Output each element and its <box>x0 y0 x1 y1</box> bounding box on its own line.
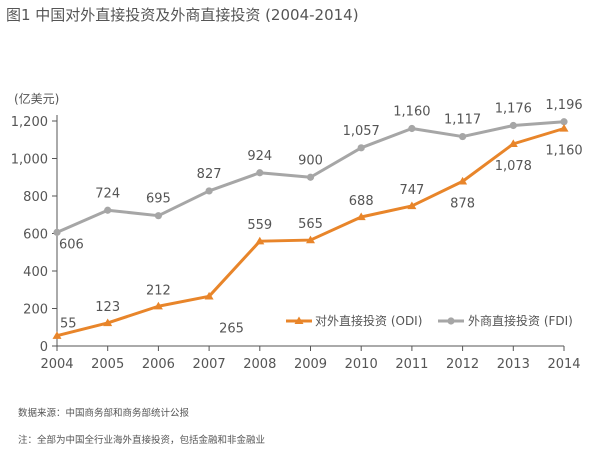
y-tick-label: 600 <box>23 228 48 243</box>
y-tick-label: 800 <box>23 190 48 205</box>
y-tick-label: 200 <box>23 303 48 318</box>
data-label-odi: 747 <box>399 183 424 198</box>
x-tick-label: 2014 <box>547 357 580 372</box>
y-tick-label: 0 <box>40 340 48 355</box>
y-tick-label: 400 <box>23 265 48 280</box>
data-label-odi: 1,078 <box>495 159 532 174</box>
data-label-odi: 55 <box>60 317 77 332</box>
x-tick-label: 2004 <box>40 357 73 372</box>
source-note: 数据来源：中国商务部和商务部统计公报 <box>18 408 190 419</box>
data-point-odi <box>255 236 265 245</box>
data-point-fdi <box>104 206 112 214</box>
x-axis-ticks: 2004 2005 2006 2007 2008 2009 2010 2011 2012 2013… <box>40 346 581 372</box>
x-tick-label: 2011 <box>395 357 428 372</box>
x-tick-label: 2008 <box>243 357 276 372</box>
y-tick-label: 1,000 <box>11 153 48 168</box>
x-tick-label: 2009 <box>294 357 327 372</box>
data-point-fdi <box>357 144 365 152</box>
x-tick-label: 2005 <box>91 357 124 372</box>
data-point-odi <box>103 318 113 327</box>
data-label-odi: 565 <box>298 217 323 232</box>
data-label-fdi: 1,196 <box>545 98 582 113</box>
data-label-odi: 212 <box>146 283 171 298</box>
data-label-fdi: 1,176 <box>495 102 532 117</box>
chart-title: 图1 中国对外直接投资及外商直接投资 (2004-2014) <box>6 6 359 24</box>
data-point-odi <box>204 291 214 300</box>
data-labels: 606 724 695 827 924 900 1,057 1,160 1,117 1,176 1,… <box>59 98 583 337</box>
data-point-fdi <box>459 132 467 141</box>
data-point-odi <box>52 331 62 339</box>
data-point-fdi <box>560 118 568 126</box>
x-tick-label: 2012 <box>446 357 479 372</box>
data-label-odi: 688 <box>349 194 374 209</box>
data-point-odi <box>306 235 315 244</box>
data-label-odi: 123 <box>95 300 120 315</box>
data-label-fdi: 900 <box>298 153 323 168</box>
y-axis-ticks: 0 200 400 600 800 1,000 1,200 <box>11 115 57 355</box>
data-label-odi: 559 <box>247 218 272 233</box>
data-point-odi <box>153 301 163 310</box>
data-point-fdi <box>256 169 264 177</box>
data-label-odi: 1,160 <box>545 144 582 159</box>
data-point-fdi <box>408 124 416 133</box>
x-tick-label: 2007 <box>193 357 226 372</box>
data-point-fdi <box>154 212 162 220</box>
data-point-odi <box>356 212 366 221</box>
data-label-fdi: 924 <box>247 149 272 164</box>
y-axis-unit-label: (亿美元) <box>14 91 59 106</box>
data-label-fdi: 1,057 <box>343 124 380 139</box>
data-label-odi: 265 <box>219 321 244 336</box>
footnote: 注：全部为中国全行业海外直接投资，包括金融和非金融业 <box>18 435 266 446</box>
data-label-fdi: 827 <box>197 167 222 182</box>
legend: 对外直接投资 (ODI) 外商直接投资 (FDI) <box>286 313 573 328</box>
data-point-fdi <box>205 187 213 195</box>
data-point-odi <box>508 139 518 148</box>
data-point-odi <box>458 176 468 185</box>
data-label-fdi: 1,160 <box>393 105 430 120</box>
data-point-fdi <box>509 121 517 130</box>
x-tick-label: 2010 <box>345 357 378 372</box>
data-point-odi <box>407 201 417 210</box>
legend-marker-odi <box>294 316 304 324</box>
x-tick-label: 2006 <box>142 357 175 372</box>
legend-label-fdi: 外商直接投资 (FDI) <box>468 313 573 328</box>
legend-marker-fdi <box>447 317 455 325</box>
data-point-fdi <box>53 228 61 236</box>
data-label-odi: 878 <box>450 196 475 211</box>
data-label-fdi: 724 <box>95 186 120 201</box>
data-label-fdi: 606 <box>59 237 84 252</box>
data-point-odi <box>559 124 569 132</box>
legend-label-odi: 对外直接投资 (ODI) <box>315 313 422 328</box>
series-fdi <box>53 118 568 236</box>
y-tick-label: 1,200 <box>11 115 48 130</box>
data-point-fdi <box>306 173 315 181</box>
data-label-fdi: 1,117 <box>444 113 481 128</box>
data-label-fdi: 695 <box>146 192 171 207</box>
series-odi <box>52 124 569 339</box>
x-tick-label: 2013 <box>497 357 530 372</box>
